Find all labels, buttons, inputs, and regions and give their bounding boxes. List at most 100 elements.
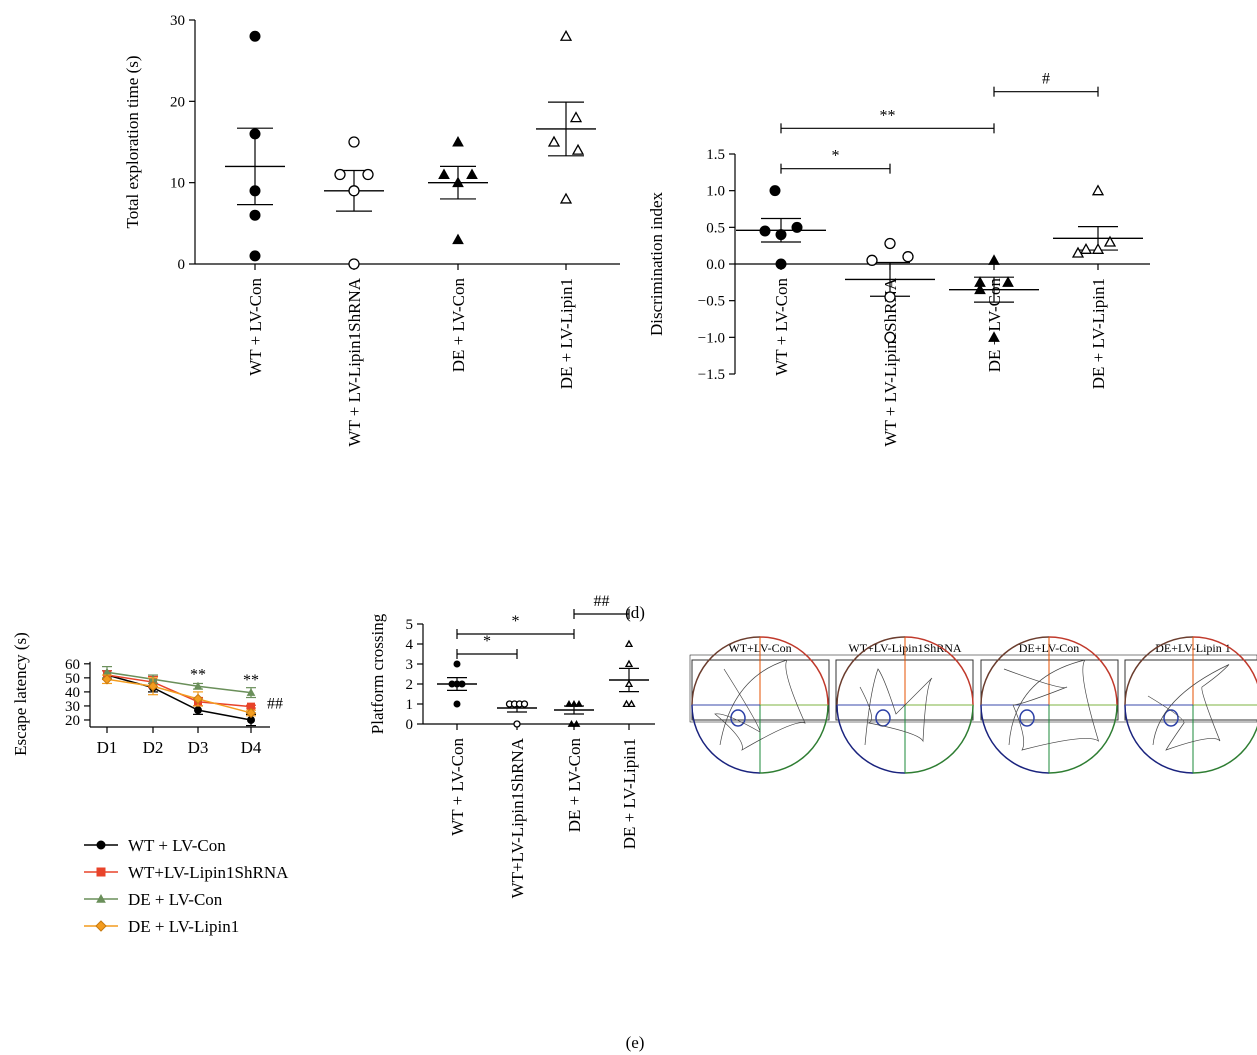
pool-quadrant-arc: [1048, 636, 1118, 706]
data-point: [147, 681, 159, 692]
pool-quadrant-arc: [1192, 725, 1257, 774]
pool-quadrant-arc: [1124, 636, 1194, 706]
data-point: [759, 225, 771, 237]
swim-panel: [1124, 659, 1257, 721]
pool-quadrant-arc: [980, 636, 1050, 706]
data-point: [452, 135, 464, 147]
x-tick-label: WT + LV-Lipin1ShRNA: [345, 277, 364, 446]
data-point: [775, 229, 787, 241]
pool-quadrant-arc: [1192, 636, 1257, 685]
y-tick-label: −1.0: [698, 330, 725, 346]
legend-marker: [96, 840, 106, 850]
data-point: [245, 707, 257, 719]
swim-frame: [689, 654, 1257, 723]
data-point: [559, 192, 573, 204]
pool-quadrant-arc: [691, 636, 761, 706]
y-tick-label: 0: [406, 717, 414, 733]
y-tick-label: 5: [406, 617, 414, 633]
data-point: [334, 168, 346, 181]
data-point: [988, 331, 1000, 342]
data-point: [194, 706, 202, 715]
y-tick-label: 2: [406, 677, 414, 693]
legend-entry: DE + LV-Lipin1: [128, 917, 239, 936]
data-point: [974, 283, 986, 295]
x-tick-label: DE + LV-Lipin1: [620, 738, 639, 849]
data-point: [624, 659, 634, 668]
platform-target: [1163, 709, 1179, 727]
pool-quadrant-arc: [980, 704, 1050, 774]
data-point: [565, 699, 573, 707]
significance-label: *: [483, 633, 491, 650]
panel-label-d: (d): [625, 603, 645, 622]
y-tick-label: 4: [406, 637, 414, 653]
swim-trajectory: [1003, 659, 1100, 751]
y-tick-label: 30: [65, 699, 80, 715]
data-point: [348, 258, 360, 270]
y-tick-label: 0.5: [706, 220, 725, 236]
data-point: [452, 233, 464, 245]
swim-trajectory: [714, 659, 806, 751]
data-point: [791, 221, 803, 233]
x-tick-label: WT + LV-Con: [246, 278, 265, 376]
panel-label-e: (e): [626, 1033, 645, 1052]
x-tick-label: WT + LV-Con: [448, 738, 467, 836]
data-point: [192, 693, 204, 705]
x-tick-label: WT+LV-Lipin1ShRNA: [508, 737, 527, 898]
y-tick-label: 1.0: [706, 184, 725, 200]
pool-quadrant-arc: [836, 704, 906, 774]
swim-path-panels: WT+LV-Con WT+LV-Lipin1ShRNA DE+LV-Con DE+LV…: [689, 636, 1257, 774]
x-tick-label: D3: [188, 738, 209, 757]
x-tick-label: DE + LV-Lipin1: [557, 278, 576, 389]
significance-label: *: [512, 613, 520, 630]
legend-marker: [96, 867, 106, 877]
data-point: [624, 679, 634, 688]
y-tick-label: 20: [65, 713, 80, 729]
data-point: [902, 251, 914, 263]
legend-marker: [96, 893, 106, 903]
significance-label: **: [243, 672, 259, 689]
significance-label: #: [1042, 71, 1050, 88]
series-line: [106, 674, 252, 708]
data-point: [769, 185, 781, 197]
data-point: [866, 254, 878, 266]
legend-entry: DE + LV-Con: [128, 890, 223, 909]
discrimination-chart: −1.5 −1.0 −0.5 0.0 0.5 1.0 1.5 Discrimination i…: [647, 71, 1150, 447]
significance-label: **: [190, 666, 206, 683]
data-point: [249, 128, 261, 140]
x-tick-label: D1: [97, 738, 118, 757]
y-tick-label: 0: [178, 257, 186, 273]
significance-label: ##: [594, 593, 610, 610]
swim-trajectory: [859, 668, 933, 746]
x-tick-label: DE + LV-Lipin1: [1089, 278, 1108, 389]
x-tick-label: D2: [143, 738, 164, 757]
data-point: [452, 176, 464, 188]
data-point: [453, 700, 461, 708]
data-point: [884, 237, 896, 250]
x-tick-label: WT + LV-Lipin1ShRNA: [881, 277, 900, 446]
data-point: [1079, 242, 1093, 254]
data-point: [466, 168, 478, 180]
y-tick-label: −0.5: [698, 294, 725, 310]
data-point: [193, 681, 203, 690]
data-point: [101, 674, 113, 685]
data-point: [547, 135, 561, 147]
y-tick-label: 50: [65, 671, 80, 687]
y-tick-label: 40: [65, 685, 80, 701]
significance-label: *: [832, 148, 840, 165]
pool-quadrant-arc: [759, 704, 829, 774]
pool-quadrant-arc: [759, 636, 829, 706]
y-axis-label: Discrimination index: [647, 192, 666, 337]
y-axis-label: Escape latency (s): [11, 632, 30, 756]
data-point: [249, 185, 261, 197]
data-point: [569, 111, 583, 123]
x-tick-label: DE + LV-Con: [565, 738, 584, 833]
data-point: [1091, 242, 1105, 254]
data-point: [775, 258, 787, 270]
data-point: [884, 331, 896, 343]
x-tick-label: DE + LV-Con: [985, 278, 1004, 373]
data-point: [627, 699, 636, 708]
pool-quadrant-arc: [691, 704, 761, 774]
platform-target: [1019, 709, 1035, 727]
